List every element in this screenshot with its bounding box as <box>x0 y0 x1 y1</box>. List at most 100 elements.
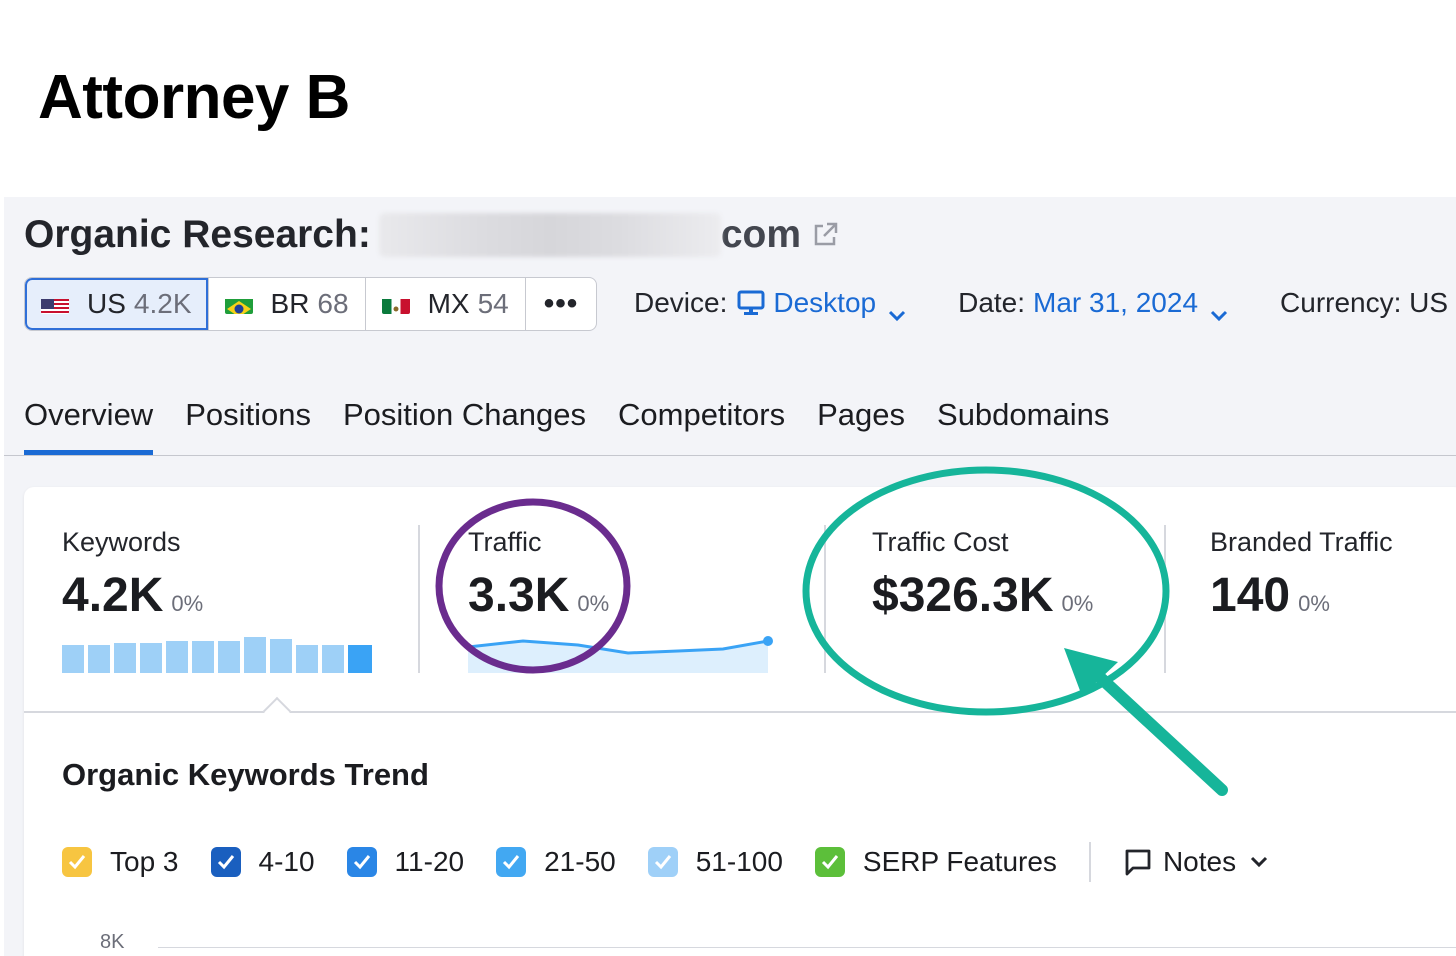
tab-overview[interactable]: Overview <box>24 393 154 455</box>
chevron-down-icon <box>1210 297 1228 322</box>
page-heading: Attorney B <box>38 63 350 132</box>
notes-label: Notes <box>1162 846 1237 877</box>
metric-divider <box>1164 525 1166 673</box>
database-selector: US 4.2K BR 68 M <box>24 277 598 331</box>
spark-bar <box>166 641 188 673</box>
database-tab-br[interactable]: BR 68 <box>209 278 366 330</box>
spark-bar <box>244 637 266 673</box>
mexico-flag-icon <box>381 294 410 314</box>
checkbox-checked-icon <box>647 847 678 877</box>
us-flag-icon <box>41 294 69 314</box>
checkbox-checked-icon <box>814 847 845 877</box>
device-filter[interactable]: Device: Desktop <box>634 287 906 322</box>
redacted-domain <box>378 213 721 257</box>
keywords-label: Keywords <box>62 527 181 557</box>
checkbox-checked-icon <box>346 847 377 877</box>
database-code: US <box>87 288 126 319</box>
database-tab-us[interactable]: US 4.2K <box>25 278 209 330</box>
tab-pages[interactable]: Pages <box>817 397 906 432</box>
currency-label: Currency: US <box>1280 287 1449 318</box>
spark-bar <box>348 645 372 673</box>
traffic-cost-change: 0% <box>1061 591 1094 616</box>
database-tab-mx[interactable]: MX 54 <box>366 278 526 330</box>
notes-button[interactable]: Notes <box>1123 846 1268 878</box>
filter-bar: Device: Desktop Date: Mar 31, 2024 Curre… <box>634 285 1456 322</box>
date-filter[interactable]: Date: Mar 31, 2024 <box>958 287 1228 322</box>
page-title: Organic Research: com <box>24 213 839 257</box>
legend-51-100-toggle[interactable]: 51-100 <box>647 846 783 878</box>
spark-bar <box>218 641 240 673</box>
traffic-cost-value: $326.3K <box>872 569 1054 622</box>
database-code: MX <box>427 288 470 319</box>
overview-card: Keywords 4.2K 0% Traffic 3.3K 0 <box>24 487 1456 956</box>
tab-positions[interactable]: Positions <box>185 397 311 432</box>
y-axis-tick: 8K <box>100 931 125 953</box>
more-databases-button[interactable]: ••• <box>543 287 579 320</box>
legend-serp-features-toggle[interactable]: SERP Features <box>814 846 1057 878</box>
database-count: 54 <box>477 288 509 319</box>
spark-bar <box>270 639 292 673</box>
chevron-down-icon <box>888 297 906 322</box>
selected-metric-caret <box>262 696 292 726</box>
branded-traffic-label: Branded Traffic <box>1210 527 1393 557</box>
traffic-change: 0% <box>577 591 610 616</box>
metric-divider <box>418 525 420 673</box>
legend-4-10-toggle[interactable]: 4-10 <box>210 846 315 878</box>
traffic-cost-metric[interactable]: Traffic Cost $326.3K 0% <box>872 527 1093 623</box>
legend-label: 51-100 <box>695 846 783 877</box>
section-title: Organic Keywords Trend <box>62 757 429 792</box>
chart-gridline <box>158 947 1456 948</box>
tab-position-changes[interactable]: Position Changes <box>343 397 586 432</box>
brazil-flag-icon <box>224 294 253 314</box>
currency-filter[interactable]: Currency: US <box>1280 287 1448 319</box>
device-value: Desktop <box>773 287 877 318</box>
metric-divider <box>824 525 826 673</box>
checkbox-checked-icon <box>62 847 92 877</box>
comment-icon <box>1123 847 1153 877</box>
legend-11-20-toggle[interactable]: 11-20 <box>346 846 465 878</box>
branded-traffic-change: 0% <box>1298 591 1330 616</box>
spark-bar <box>62 645 84 673</box>
organic-research-app: Organic Research: com US 4.2K <box>4 197 1456 956</box>
legend-top3-toggle[interactable]: Top 3 <box>62 846 179 878</box>
traffic-sparkline <box>468 636 773 673</box>
keywords-value: 4.2K <box>62 569 164 622</box>
spark-bar <box>114 643 136 673</box>
legend-label: Top 3 <box>110 846 179 877</box>
branded-traffic-metric[interactable]: Branded Traffic 140 0% <box>1210 527 1393 623</box>
keywords-sparkbars <box>62 637 372 673</box>
spark-bar <box>322 645 344 673</box>
traffic-cost-label: Traffic Cost <box>872 527 1009 557</box>
legend-label: SERP Features <box>862 846 1057 877</box>
domain-suffix: com <box>720 213 802 256</box>
database-count: 68 <box>317 288 349 319</box>
desktop-icon <box>737 290 765 316</box>
database-code: BR <box>270 288 310 319</box>
chevron-down-icon <box>1250 856 1268 868</box>
legend-label: 4-10 <box>258 846 315 877</box>
spark-bar <box>296 645 318 673</box>
legend-label: 11-20 <box>394 846 465 877</box>
tab-competitors[interactable]: Competitors <box>618 397 786 432</box>
spark-bar <box>88 645 110 673</box>
spark-bar <box>192 641 214 673</box>
tabs-divider <box>4 455 1456 456</box>
legend-21-50-toggle[interactable]: 21-50 <box>496 846 616 878</box>
trend-legend: Top 3 4-10 11-20 21-50 <box>62 842 1268 882</box>
external-link-icon[interactable] <box>811 221 839 249</box>
report-tabs: Overview Positions Position Changes Comp… <box>24 393 1141 455</box>
tab-subdomains[interactable]: Subdomains <box>937 397 1110 432</box>
branded-traffic-value: 140 <box>1210 569 1291 622</box>
checkbox-checked-icon <box>210 847 241 877</box>
date-value: Mar 31, 2024 <box>1033 287 1199 318</box>
keywords-metric[interactable]: Keywords 4.2K 0% <box>62 527 203 623</box>
legend-label: 21-50 <box>544 846 616 877</box>
keywords-change: 0% <box>171 591 204 616</box>
checkbox-checked-icon <box>496 847 527 877</box>
database-count: 4.2K <box>133 288 192 319</box>
traffic-value: 3.3K <box>468 569 570 622</box>
device-label: Device: <box>634 287 728 318</box>
traffic-metric[interactable]: Traffic 3.3K 0% <box>468 527 609 623</box>
traffic-label: Traffic <box>468 527 542 557</box>
legend-divider <box>1088 842 1091 882</box>
